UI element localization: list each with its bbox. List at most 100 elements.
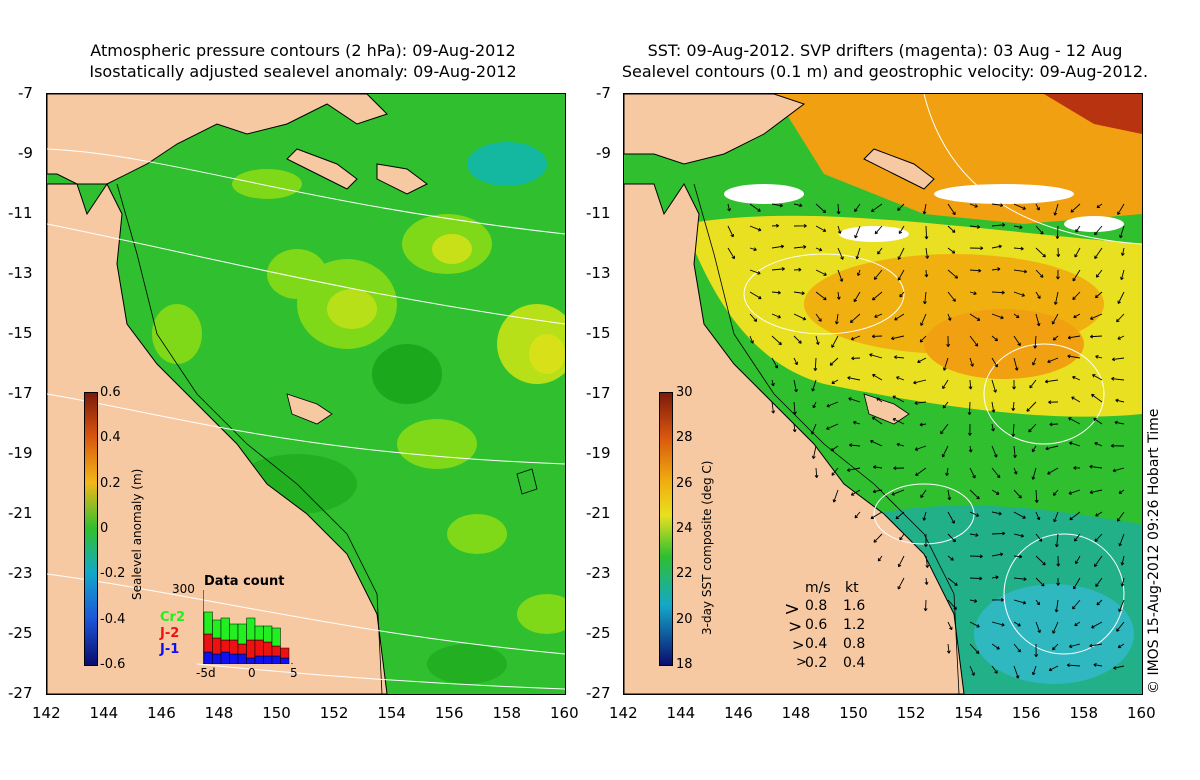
velocity-arrow	[1026, 401, 1037, 412]
velocity-arrow	[896, 376, 905, 381]
velocity-arrow	[991, 379, 997, 393]
latitude-tick: -19	[8, 444, 33, 462]
velocity-arrow	[1113, 665, 1125, 670]
colorbar-label: -0.2	[100, 566, 126, 582]
colorbar-label: 0.6	[100, 385, 121, 400]
velocity-arrow	[1031, 665, 1037, 676]
velocity-arrow	[898, 225, 905, 234]
latitude-tick: -9	[596, 144, 611, 162]
velocity-arrow	[1110, 443, 1125, 448]
velocity-arrow	[1118, 533, 1125, 547]
velocity-arrow	[1013, 225, 1023, 230]
velocity-arrow	[826, 423, 839, 430]
velocity-arrow	[1112, 467, 1125, 473]
latitude-tick: -17	[8, 384, 33, 402]
velocity-arrow	[793, 313, 807, 321]
colorbar-label: 0	[100, 520, 109, 536]
velocity-arrow	[946, 643, 951, 654]
longitude-tick: 142	[32, 704, 61, 722]
velocity-arrow	[1052, 335, 1059, 341]
velocity-arrow	[925, 247, 930, 259]
velocity-arrow	[917, 357, 927, 364]
velocity-arrow	[991, 575, 999, 580]
velocity-arrow	[812, 401, 817, 409]
longitude-tick: 150	[262, 704, 291, 722]
velocity-arrow	[1013, 335, 1021, 347]
velocity-scale-arrow-icon: >	[788, 617, 803, 637]
velocity-arrow	[851, 356, 861, 361]
velocity-arrow	[1048, 665, 1059, 672]
legend-j1: J-1	[160, 642, 180, 657]
data-count-bar	[229, 639, 239, 655]
velocity-arrow	[1070, 203, 1081, 213]
velocity-arrow	[830, 445, 839, 452]
latitude-tick: -21	[586, 504, 611, 522]
velocity-arrow	[991, 621, 1005, 627]
velocity-arrow	[1035, 621, 1041, 634]
colorbar-label: 0.4	[100, 430, 121, 446]
velocity-arrow	[815, 269, 827, 276]
latitude-tick: -23	[586, 564, 611, 582]
velocity-arrow	[969, 489, 980, 500]
longitude-tick: 148	[781, 704, 811, 722]
velocity-arrow	[1093, 417, 1103, 425]
velocity-arrow	[892, 418, 905, 425]
velocity-arrow	[771, 401, 776, 414]
longitude-tick: 152	[896, 704, 926, 722]
velocity-arrow	[1095, 269, 1103, 278]
velocity-arrow	[968, 445, 973, 453]
velocity-arrow	[1089, 464, 1103, 469]
data-count-bar	[254, 625, 264, 641]
velocity-arrow	[968, 379, 973, 390]
velocity-arrow	[1115, 398, 1125, 403]
velocity-arrow	[1074, 621, 1081, 627]
velocity-arrow	[1035, 533, 1043, 542]
velocity-arrow	[1120, 555, 1125, 566]
velocity-arrow	[814, 467, 819, 479]
velocity-arrow	[1013, 554, 1023, 559]
velocity-arrow	[1013, 291, 1025, 297]
velocity-arrow	[924, 577, 929, 585]
velocity-arrow	[1035, 577, 1045, 587]
velocity-arrow	[923, 533, 928, 547]
velocity-arrow	[945, 467, 949, 476]
velocity-arrow	[946, 335, 951, 347]
longitude-tick: 160	[550, 704, 579, 722]
velocity-arrow	[1054, 599, 1059, 613]
data-count-ymax: 300	[172, 582, 195, 596]
velocity-arrow	[873, 269, 883, 280]
velocity-scale-kt: 0.8	[843, 636, 866, 652]
velocity-arrow	[925, 555, 930, 568]
velocity-arrow	[815, 247, 823, 252]
velocity-arrow	[1116, 621, 1125, 632]
velocity-arrow	[771, 267, 785, 271]
velocity-arrow	[1013, 577, 1027, 582]
velocity-arrow	[1089, 334, 1103, 339]
velocity-arrow	[991, 489, 1000, 495]
velocity-arrow	[969, 246, 984, 251]
velocity-arrow	[793, 267, 802, 272]
velocity-arrow	[872, 373, 883, 381]
velocity-scale-arrow-icon: >	[784, 598, 800, 620]
velocity-arrow	[991, 467, 1001, 479]
velocity-arrow	[749, 269, 761, 275]
velocity-arrow	[947, 225, 956, 233]
data-count-bar	[203, 611, 213, 635]
velocity-arrow	[793, 203, 803, 208]
velocity-arrow	[942, 357, 949, 371]
velocity-arrow	[1028, 423, 1037, 433]
velocity-arrow	[1069, 441, 1081, 447]
velocity-arrow	[1074, 247, 1081, 258]
data-count-bar	[237, 653, 247, 664]
velocity-arrow	[947, 555, 954, 561]
velocity-arrow	[869, 353, 883, 359]
velocity-arrow	[1053, 203, 1059, 216]
velocity-arrow	[813, 357, 818, 371]
velocity-arrow	[727, 203, 731, 212]
velocity-arrow	[1013, 203, 1026, 210]
velocity-arrow	[1120, 269, 1125, 281]
velocity-arrow	[1072, 291, 1081, 301]
velocity-arrow	[899, 533, 905, 541]
velocity-arrow	[991, 244, 1002, 249]
velocity-arrow	[923, 291, 927, 305]
